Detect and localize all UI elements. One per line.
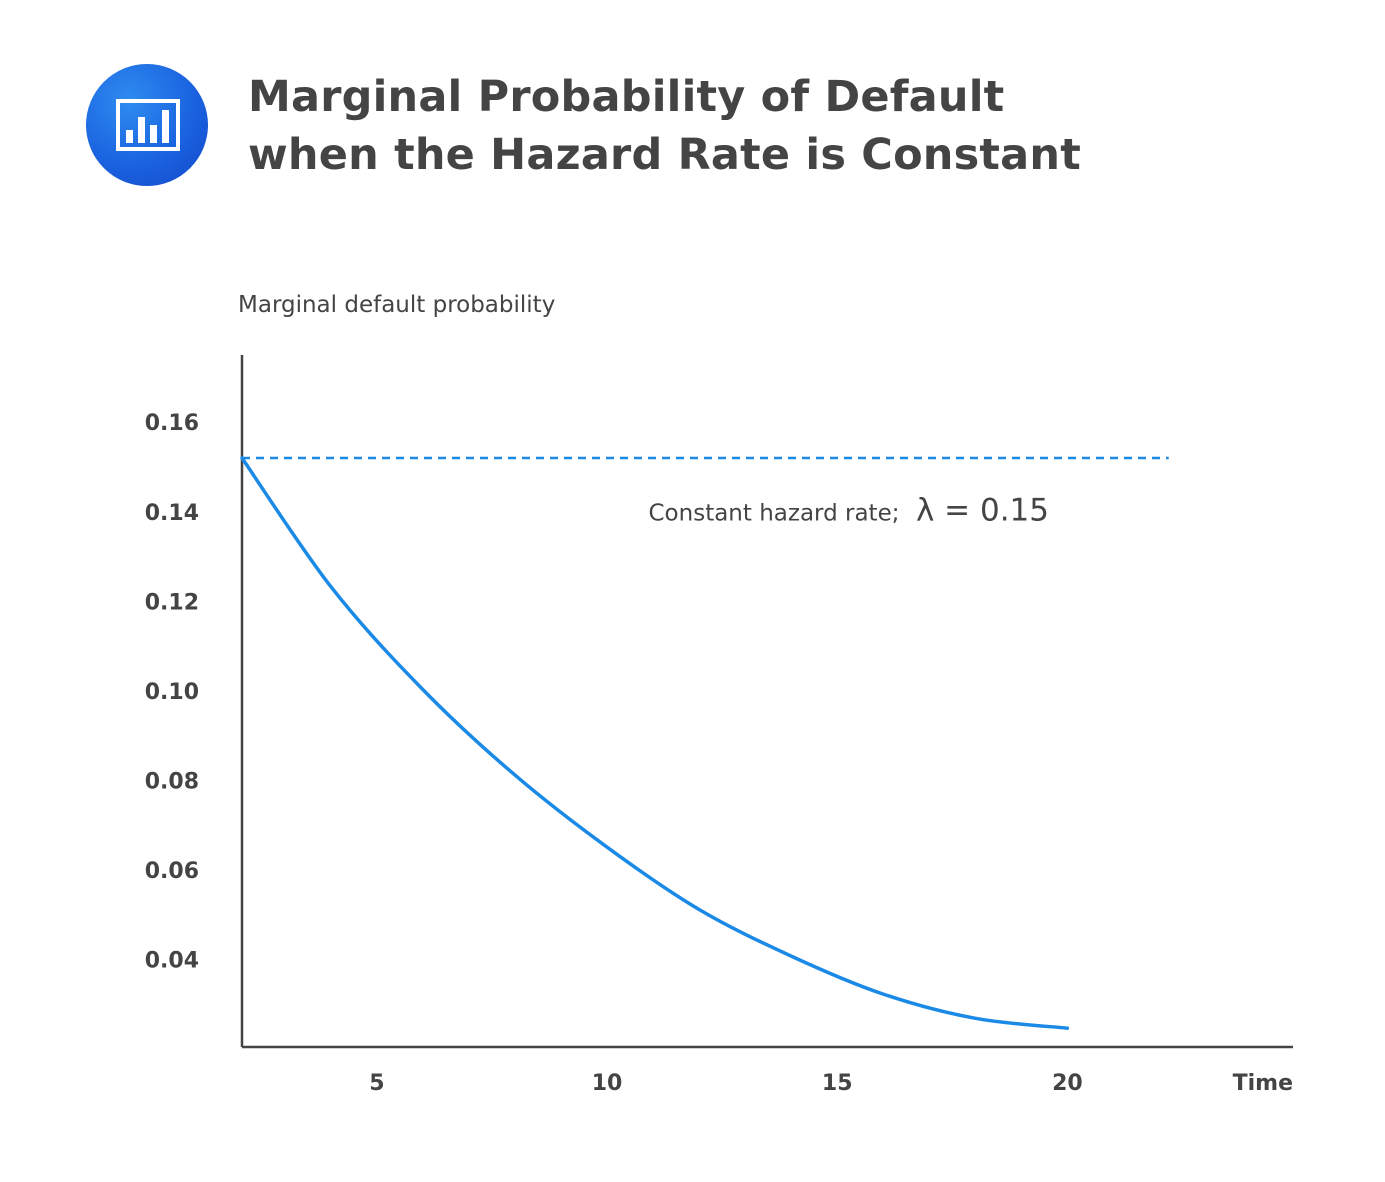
hazard-rate-annotation: Constant hazard rate; λ = 0.15 (649, 493, 1050, 529)
x-tick-labels: 5 10 15 20 (369, 1071, 1083, 1096)
series-line-marginal-default (240, 456, 1070, 1030)
logo (86, 64, 208, 186)
x-tick-label: 15 (822, 1071, 853, 1096)
y-tick-label: 0.04 (145, 949, 199, 974)
page-title: Marginal Probability of Default when the… (248, 68, 1081, 184)
y-tick-label: 0.12 (145, 590, 199, 615)
y-tick-labels: 0.16 0.14 0.12 0.10 0.08 0.06 0.04 (145, 411, 199, 973)
x-axis-label: Time (1233, 1071, 1293, 1096)
annotation-lambda: λ = 0.15 (916, 493, 1049, 529)
y-tick-label: 0.06 (145, 859, 199, 884)
x-tick-label: 5 (369, 1071, 384, 1096)
bar-chart-icon (116, 99, 180, 151)
y-axis-label: Marginal default probability (238, 292, 556, 318)
annotation-label: Constant hazard rate; (649, 501, 900, 527)
y-tick-label: 0.10 (145, 680, 199, 705)
title-line-1: Marginal Probability of Default (248, 72, 1005, 122)
y-tick-label: 0.16 (145, 411, 199, 436)
title-line-2: when the Hazard Rate is Constant (248, 130, 1081, 180)
y-tick-label: 0.08 (145, 770, 199, 795)
y-tick-label: 0.14 (145, 501, 199, 526)
x-tick-label: 20 (1052, 1071, 1083, 1096)
axes (240, 355, 1293, 1049)
x-tick-label: 10 (592, 1071, 623, 1096)
